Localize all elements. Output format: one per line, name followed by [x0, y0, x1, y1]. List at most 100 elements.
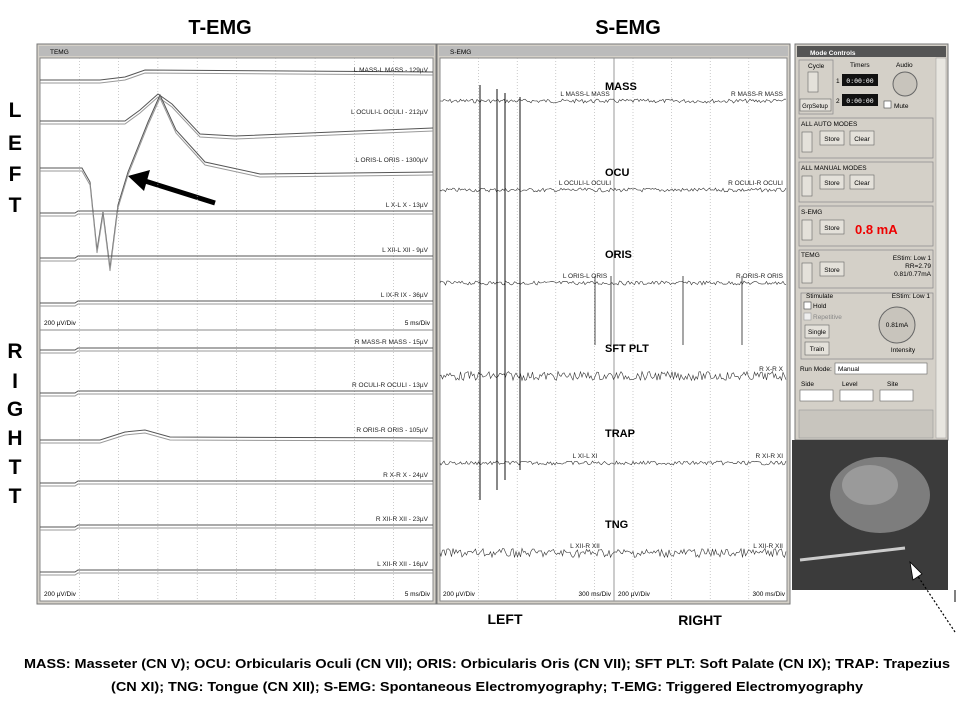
scale-label: 5 ms/Div: [405, 320, 431, 327]
checkbox[interactable]: [883, 100, 892, 109]
toggle[interactable]: [801, 219, 813, 241]
side-letter: T: [9, 194, 22, 217]
trace: [40, 258, 433, 262]
trace: [439, 547, 787, 559]
label: Cycle: [808, 63, 825, 70]
timer-display: [842, 94, 878, 106]
title-bar: [439, 46, 788, 56]
side-letter: L: [9, 99, 22, 122]
channel-label: L IX-R IX - 36µV: [381, 292, 429, 299]
timer-display: [842, 74, 878, 86]
heading: S-EMG: [595, 17, 661, 39]
trace: [40, 527, 433, 531]
button-label[interactable]: Train: [810, 346, 825, 353]
trace: [40, 390, 433, 394]
button-label[interactable]: Single: [808, 329, 826, 336]
side-letter: F: [9, 163, 22, 186]
button[interactable]: [819, 261, 845, 277]
channel-label: L X-L X - 13µV: [386, 202, 429, 209]
button-label[interactable]: Store: [824, 267, 840, 274]
channel-name: ORIS: [605, 249, 632, 261]
section: [798, 161, 934, 203]
caption: (CN XI); TNG: Tongue (CN XII); S-EMG: Sp…: [111, 680, 863, 694]
trace: [40, 96, 434, 272]
scale-label: 5 ms/Div: [405, 591, 431, 598]
timer: 0:00:00: [846, 77, 873, 85]
button-label[interactable]: Clear: [854, 180, 870, 187]
select[interactable]: [879, 389, 914, 402]
trace: [40, 255, 433, 259]
label: Repetitive: [813, 314, 842, 321]
toggle[interactable]: [801, 131, 813, 153]
side-letter: T: [9, 485, 22, 508]
trace: [40, 347, 433, 351]
select[interactable]: [799, 389, 834, 402]
trace: [40, 350, 433, 354]
scale-label: 200 µV/Div: [443, 591, 476, 598]
select[interactable]: [839, 389, 874, 402]
channel-label: L OCULI-L OCULI: [559, 180, 611, 187]
section: [798, 117, 934, 159]
label: ALL AUTO MODES: [801, 121, 858, 128]
button[interactable]: [849, 174, 875, 190]
label: TEMG: [801, 252, 820, 259]
audio-knob[interactable]: [892, 71, 918, 97]
button-label[interactable]: GrpSetup: [802, 104, 828, 110]
label: 2: [836, 98, 840, 105]
window-title: Mode Controls: [810, 50, 856, 57]
trace: [40, 300, 433, 304]
section: [798, 409, 934, 439]
button[interactable]: [819, 130, 845, 146]
channel-label: R MASS-R MASS: [731, 91, 784, 98]
scale-label: 300 ms/Div: [578, 591, 611, 598]
checkbox[interactable]: [803, 301, 812, 310]
label: Mute: [894, 103, 909, 110]
section: [798, 249, 934, 289]
channel-name: OCU: [605, 167, 630, 179]
scale-label: 300 ms/Div: [752, 591, 785, 598]
label: Run Mode:: [800, 366, 832, 373]
select[interactable]: [834, 362, 928, 375]
window-title: TEMG: [50, 49, 69, 56]
scale-label: 200 µV/Div: [44, 320, 77, 327]
trace: [40, 93, 434, 137]
button[interactable]: [804, 341, 830, 356]
button-label[interactable]: Store: [824, 225, 840, 232]
trace: [40, 432, 434, 444]
trace: [40, 429, 434, 441]
scrollbar[interactable]: [935, 57, 947, 439]
button[interactable]: [804, 324, 830, 339]
side-letter: G: [7, 398, 23, 421]
button[interactable]: [819, 219, 845, 235]
label: Side: [801, 381, 814, 388]
title-bar: [39, 46, 434, 56]
info: RR=2.79: [905, 263, 931, 270]
trace: [40, 524, 433, 528]
footer-label: LEFT: [488, 611, 523, 627]
stimulate-group: [800, 292, 934, 360]
channel-label: L ORIS-L ORIS - 1300µV: [355, 157, 428, 164]
toggle[interactable]: [807, 71, 819, 93]
arrowhead: [128, 170, 150, 191]
channel-label: R ORIS-R ORIS - 105µV: [356, 427, 428, 434]
button[interactable]: [849, 130, 875, 146]
toggle[interactable]: [801, 175, 813, 197]
trace: [40, 569, 433, 573]
intensity-knob[interactable]: [878, 306, 916, 344]
channel-label: L OCULI-L OCULI - 212µV: [351, 109, 429, 116]
button[interactable]: [799, 98, 832, 112]
channel-label: R OCULI-R OCULI - 13µV: [352, 382, 429, 389]
side-letter: R: [7, 340, 22, 363]
channel-label: L XII-R XII: [570, 543, 600, 550]
checkbox[interactable]: [803, 312, 812, 321]
label: Intensity: [891, 347, 916, 354]
toggle[interactable]: [801, 262, 813, 284]
button[interactable]: [819, 174, 845, 190]
label: Timers: [850, 62, 870, 69]
button-label[interactable]: Clear: [854, 136, 870, 143]
button-label[interactable]: Store: [824, 136, 840, 143]
image-detail: [842, 465, 898, 505]
channel-name: TRAP: [605, 428, 635, 440]
button-label[interactable]: Store: [824, 180, 840, 187]
select-value[interactable]: Manual: [838, 366, 860, 373]
